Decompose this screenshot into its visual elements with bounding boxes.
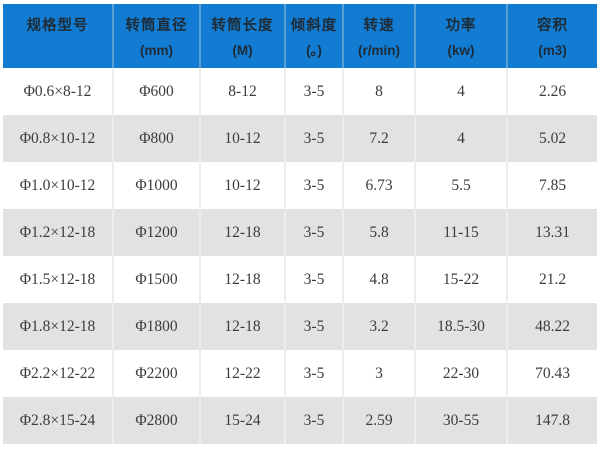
table-cell: 12-18 [199, 256, 285, 303]
column-header-7: 容积 (m3) [506, 4, 597, 68]
table-cell: 12-22 [199, 350, 285, 397]
column-header-label: 规格型号 [26, 18, 89, 34]
table-body: Φ0.6×8-12 Φ600 8-12 3-5 8 4 2.26 Φ0.8×10-12 Φ800… [3, 68, 597, 444]
table-cell: 2.26 [506, 68, 597, 115]
table-cell: 18.5-30 [414, 303, 507, 350]
table-cell: 4 [414, 115, 507, 162]
column-header-unit: (kw) [447, 43, 475, 58]
table-cell: Φ1.2×12-18 [3, 209, 113, 256]
column-header-unit: (M) [232, 43, 253, 58]
table-cell: Φ1.5×12-18 [3, 256, 113, 303]
table-header: 规格型号 转筒直径 (mm) 转筒长度 (M) 倾斜度 (。) 转速 (r/min) 功率 (kw)… [3, 4, 597, 68]
table-cell: Φ1800 [112, 303, 200, 350]
table-cell: 10-12 [199, 115, 285, 162]
header-row: 规格型号 转筒直径 (mm) 转筒长度 (M) 倾斜度 (。) 转速 (r/min) 功率 (kw)… [3, 4, 597, 68]
table-cell: 5.02 [506, 115, 597, 162]
column-header-label: 转速 [363, 18, 395, 34]
table-cell: 11-15 [414, 209, 507, 256]
table-cell: 4.8 [342, 256, 415, 303]
table-cell: 5.8 [342, 209, 415, 256]
table-row: Φ1.5×12-18 Φ1500 12-18 3-5 4.8 15-22 21.2 [3, 256, 597, 303]
table-cell: 7.85 [506, 162, 597, 209]
column-header-6: 功率 (kw) [414, 4, 507, 68]
table-cell: 3-5 [284, 397, 343, 444]
table-cell: 3-5 [284, 68, 343, 115]
column-header-1: 规格型号 [3, 4, 113, 68]
table-cell: Φ1.0×10-12 [3, 162, 113, 209]
column-header-unit: (。) [306, 43, 322, 58]
column-header-label: 功率 [445, 18, 477, 34]
table-cell: 8-12 [199, 68, 285, 115]
table-cell: 48.22 [506, 303, 597, 350]
table-row: Φ1.2×12-18 Φ1200 12-18 3-5 5.8 11-15 13.31 [3, 209, 597, 256]
table-cell: 3-5 [284, 115, 343, 162]
table-cell: 2.59 [342, 397, 415, 444]
table-cell: Φ1500 [112, 256, 200, 303]
table-cell: Φ1.8×12-18 [3, 303, 113, 350]
column-header-unit: (mm) [140, 43, 173, 58]
table-cell: 70.43 [506, 350, 597, 397]
table-cell: 147.8 [506, 397, 597, 444]
table-cell: Φ2.8×15-24 [3, 397, 113, 444]
table-cell: 21.2 [506, 256, 597, 303]
table-cell: 15-22 [414, 256, 507, 303]
column-header-label: 倾斜度 [290, 18, 338, 34]
table-cell: 12-18 [199, 209, 285, 256]
table-cell: Φ0.6×8-12 [3, 68, 113, 115]
table-cell: 4 [414, 68, 507, 115]
table-row: Φ0.6×8-12 Φ600 8-12 3-5 8 4 2.26 [3, 68, 597, 115]
table-cell: Φ1000 [112, 162, 200, 209]
table-row: Φ0.8×10-12 Φ800 10-12 3-5 7.2 4 5.02 [3, 115, 597, 162]
table-cell: 13.31 [506, 209, 597, 256]
column-header-5: 转速 (r/min) [342, 4, 415, 68]
table-cell: 6.73 [342, 162, 415, 209]
table-cell: Φ2.2×12-22 [3, 350, 113, 397]
table-cell: 15-24 [199, 397, 285, 444]
table-row: Φ2.8×15-24 Φ2800 15-24 3-5 2.59 30-55 147.8 [3, 397, 597, 444]
column-header-label: 容积 [537, 18, 568, 34]
table-cell: 3-5 [284, 162, 343, 209]
table-cell: 3-5 [284, 256, 343, 303]
table-cell: 3-5 [284, 350, 343, 397]
table-cell: Φ800 [112, 115, 200, 162]
column-header-4: 倾斜度 (。) [284, 4, 343, 68]
table-cell: Φ600 [112, 68, 200, 115]
table-row: Φ1.0×10-12 Φ1000 10-12 3-5 6.73 5.5 7.85 [3, 162, 597, 209]
table-cell: 3-5 [284, 303, 343, 350]
table-cell: 3-5 [284, 209, 343, 256]
column-header-2: 转筒直径 (mm) [112, 4, 200, 68]
table-cell: 5.5 [414, 162, 507, 209]
column-header-3: 转筒长度 (M) [199, 4, 285, 68]
column-header-label: 转筒直径 [125, 18, 188, 34]
column-header-unit: (r/min) [358, 43, 400, 58]
table-cell: 30-55 [414, 397, 507, 444]
column-header-label: 转筒长度 [211, 18, 274, 34]
table-cell: 3 [342, 350, 415, 397]
table-cell: 22-30 [414, 350, 507, 397]
table-cell: 12-18 [199, 303, 285, 350]
table-cell: 10-12 [199, 162, 285, 209]
table-cell: Φ2800 [112, 397, 200, 444]
table-cell: Φ2200 [112, 350, 200, 397]
table-row: Φ2.2×12-22 Φ2200 12-22 3-5 3 22-30 70.43 [3, 350, 597, 397]
table-cell: 7.2 [342, 115, 415, 162]
table-cell: Φ0.8×10-12 [3, 115, 113, 162]
table-row: Φ1.8×12-18 Φ1800 12-18 3-5 3.2 18.5-30 48.22 [3, 303, 597, 350]
table-cell: 3.2 [342, 303, 415, 350]
table-cell: Φ1200 [112, 209, 200, 256]
column-header-unit: (m3) [538, 43, 567, 58]
spec-table: 规格型号 转筒直径 (mm) 转筒长度 (M) 倾斜度 (。) 转速 (r/min) 功率 (kw)… [3, 4, 597, 444]
table-cell: 8 [342, 68, 415, 115]
